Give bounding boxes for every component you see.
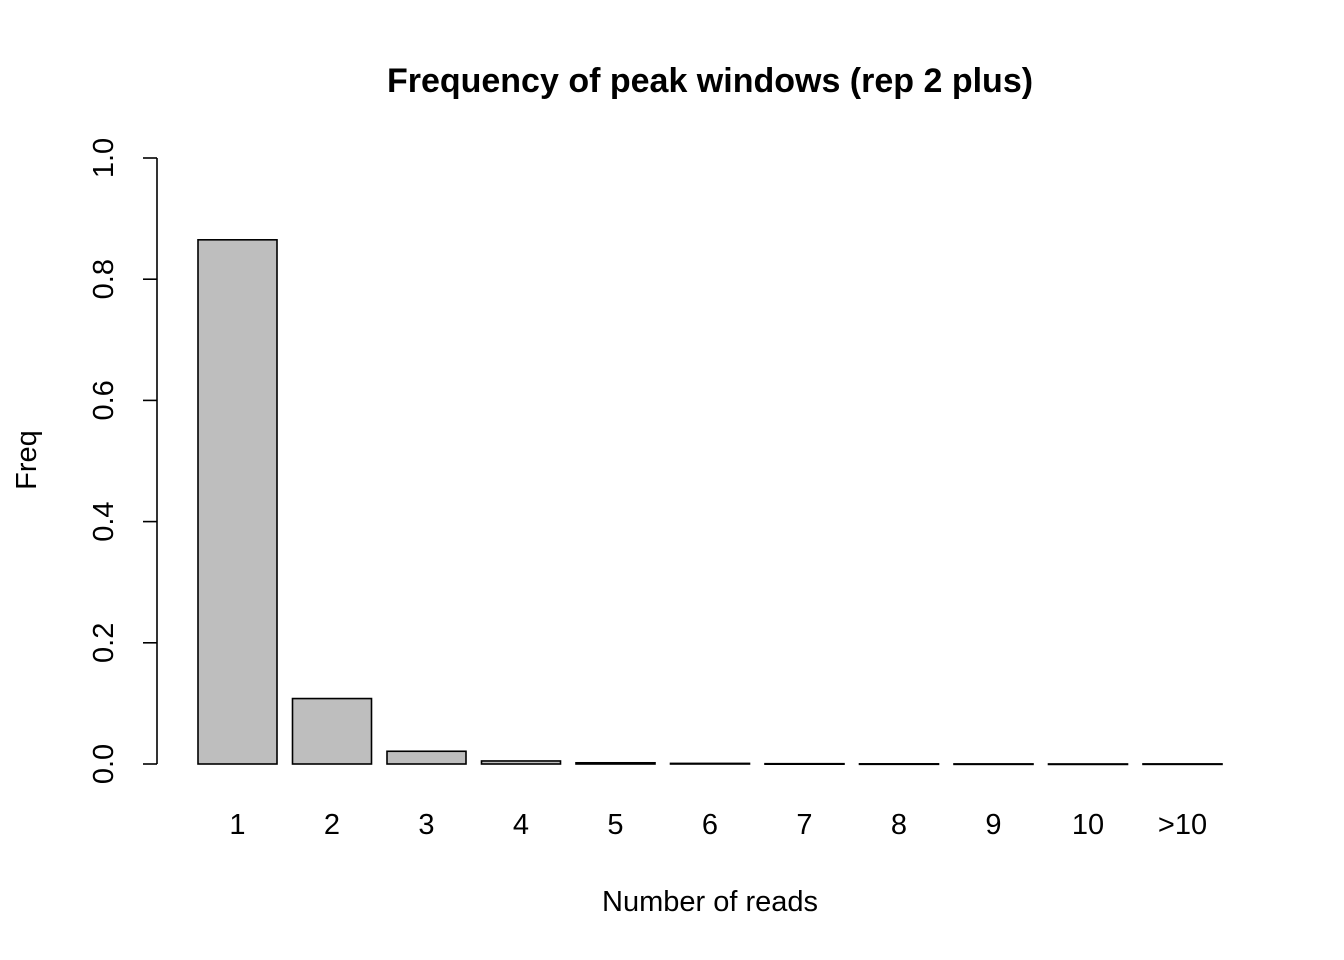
- y-tick-label: 0.6: [88, 380, 120, 420]
- x-tick-labels: 1 2 3 4 5 6 7 8 9 10 >10: [229, 809, 1207, 841]
- x-tick-label: 1: [229, 809, 245, 841]
- y-axis: 0.0 0.2 0.4 0.6 0.8 1.0: [88, 138, 158, 784]
- y-tick-label: 0.2: [88, 623, 120, 663]
- x-tick-label: 6: [702, 809, 718, 841]
- y-tick-label: 0.0: [88, 744, 120, 784]
- x-tick-label: 5: [607, 809, 623, 841]
- y-tick-label: 0.8: [88, 259, 120, 299]
- x-axis-label: Number of reads: [602, 886, 818, 918]
- bar-7: [764, 762, 845, 765]
- y-tick-label: 0.4: [88, 501, 120, 541]
- x-tick-label: 2: [324, 809, 340, 841]
- bars-group: [197, 239, 1223, 766]
- x-tick-label: >10: [1158, 809, 1207, 841]
- bar-3: [386, 750, 467, 765]
- bar-4: [480, 760, 562, 765]
- bar-9: [953, 763, 1034, 766]
- x-tick-label: 10: [1072, 809, 1104, 841]
- x-tick-label: 4: [513, 809, 529, 841]
- x-tick-label: 9: [985, 809, 1001, 841]
- bar-10: [1047, 763, 1129, 766]
- bar-5: [575, 761, 656, 765]
- chart-title: Frequency of peak windows (rep 2 plus): [387, 62, 1033, 100]
- bar-gt10: [1142, 763, 1223, 766]
- y-axis-label: Freq: [11, 430, 43, 490]
- y-tick-label: 1.0: [88, 138, 120, 178]
- x-tick-label: 3: [418, 809, 434, 841]
- bar-2: [291, 697, 373, 765]
- x-tick-label: 8: [891, 809, 907, 841]
- bar-6: [669, 762, 751, 765]
- bar-1: [197, 239, 278, 765]
- bar-8: [858, 763, 940, 766]
- x-tick-label: 7: [796, 809, 812, 841]
